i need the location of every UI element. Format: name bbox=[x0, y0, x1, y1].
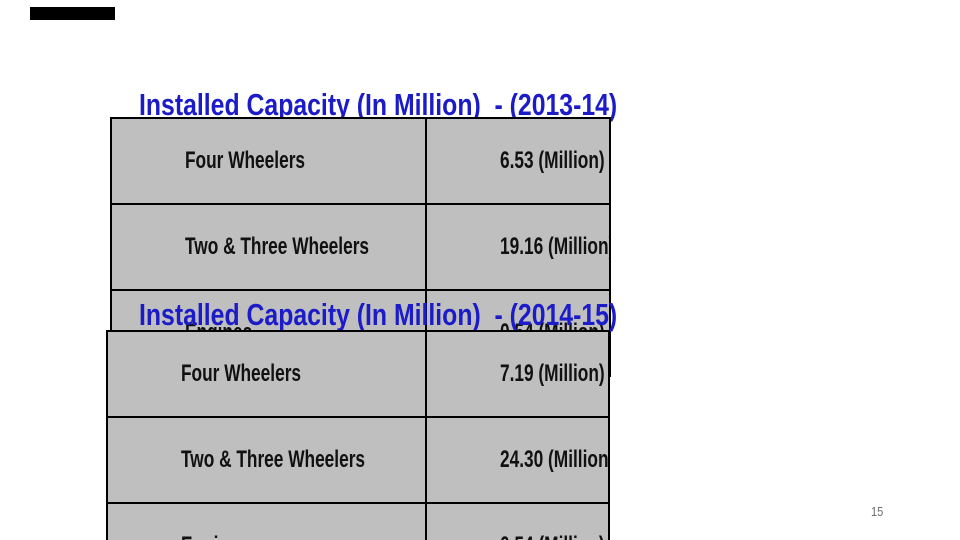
row-value-cell: 7.19 (Million) bbox=[425, 330, 610, 418]
row-value-cell: 6.53 (Million) bbox=[425, 117, 611, 205]
row-label-text: Two & Three Wheelers bbox=[184, 233, 369, 260]
section-title-text: Installed Capacity (In Million) - (2013-… bbox=[139, 87, 618, 122]
slide-number-text: 15 bbox=[871, 504, 884, 519]
row-value-cell: 0.54 (Million) bbox=[425, 502, 610, 540]
row-label-text: Four Wheelers bbox=[184, 147, 305, 174]
row-label-cell: Four Wheelers bbox=[106, 330, 427, 418]
section-title-2013-14: Installed Capacity (In Million) - (2013-… bbox=[105, 58, 737, 151]
row-value-text: 24.30 (Million) bbox=[499, 446, 609, 473]
row-label-text: Four Wheelers bbox=[180, 360, 301, 387]
table-row: Four Wheelers 7.19 (Million) bbox=[106, 330, 610, 418]
row-label-cell: Two & Three Wheelers bbox=[106, 416, 427, 504]
table-row: Four Wheelers 6.53 (Million) bbox=[110, 117, 611, 205]
row-value-text: 19.16 (Million) bbox=[499, 233, 610, 260]
table-row: Engines 0.54 (Million) bbox=[106, 502, 610, 540]
row-value-cell: 19.16 (Million) bbox=[425, 203, 611, 291]
row-value-text: 0.54 (Million) bbox=[500, 532, 605, 540]
row-label-cell: Two & Three Wheelers bbox=[110, 203, 427, 291]
row-value-text: 6.53 (Million) bbox=[499, 147, 605, 174]
section-title-text: Installed Capacity (In Million) - (2014-… bbox=[139, 297, 618, 332]
row-value-text: 7.19 (Million) bbox=[499, 360, 605, 387]
table-row: Two & Three Wheelers 19.16 (Million) bbox=[110, 203, 611, 291]
row-label-text: Two & Three Wheelers bbox=[180, 446, 365, 473]
row-value-cell: 24.30 (Million) bbox=[425, 416, 610, 504]
table-row: Two & Three Wheelers 24.30 (Million) bbox=[106, 416, 610, 504]
top-left-black-bar bbox=[30, 7, 115, 20]
capacity-table-2014-15: Four Wheelers 7.19 (Million) Two & Three… bbox=[106, 330, 610, 540]
section-title-2014-15: Installed Capacity (In Million) - (2014-… bbox=[105, 268, 737, 361]
row-label-cell: Engines bbox=[106, 502, 427, 540]
row-label-cell: Four Wheelers bbox=[110, 117, 427, 205]
row-label-text: Engines bbox=[181, 532, 248, 540]
slide-number: 15 bbox=[871, 504, 885, 519]
